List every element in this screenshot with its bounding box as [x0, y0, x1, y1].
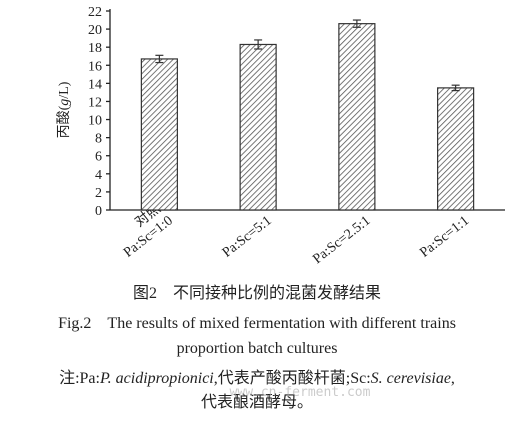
- note-text: S. cerevisiae: [371, 370, 451, 387]
- y-tick-label: 0: [95, 204, 102, 219]
- y-tick-label: 12: [88, 95, 102, 110]
- x-tick-label: Pa:Sc=5:1: [220, 213, 275, 260]
- bar: [437, 87, 475, 211]
- y-axis-label: 丙酸(g/L): [56, 81, 72, 138]
- caption-en: proportion batch cultures: [177, 340, 338, 357]
- bar: [338, 23, 376, 211]
- note-text: P. acidipropionici: [99, 370, 214, 387]
- y-tick-label: 22: [88, 5, 102, 20]
- note-text: 注:Pa:: [59, 369, 100, 387]
- caption-cn: 图2 不同接种比例的混菌发酵结果: [133, 284, 381, 302]
- caption-en: Fig.2 The results of mixed fermentation …: [58, 315, 456, 332]
- y-label-unit: g: [57, 99, 72, 106]
- y-tick-label: 14: [88, 77, 102, 92]
- x-tick-label: Pa:Sc=2.5:1: [310, 213, 373, 267]
- note: 代表酿酒酵母。: [201, 393, 313, 411]
- note: 注:Pa:P. acidipropionici,代表产酸丙酸杆菌;Sc:S. c…: [59, 369, 455, 387]
- y-tick-label: 2: [95, 186, 102, 201]
- y-tick-label: 6: [95, 150, 102, 165]
- y-tick-label: 4: [95, 168, 102, 183]
- x-tick-label: Pa:Sc=1:1: [417, 213, 472, 260]
- watermark: www.cn-ferment.com: [230, 385, 371, 400]
- error-bar: [451, 84, 460, 92]
- y-tick-label: 20: [88, 23, 102, 38]
- note-text: ,: [451, 370, 455, 387]
- error-bar: [352, 19, 361, 28]
- y-tick-label: 16: [88, 59, 102, 74]
- y-label-text: 丙酸: [56, 110, 72, 138]
- bar: [239, 43, 277, 211]
- bar: [140, 58, 178, 211]
- error-bar: [254, 39, 263, 50]
- note-text: ,代表产酸丙酸杆菌;Sc:: [214, 369, 371, 387]
- y-tick-label: 18: [88, 41, 102, 56]
- error-bar: [155, 54, 164, 64]
- y-label-unit: /L): [57, 81, 72, 98]
- y-tick-label: 8: [95, 132, 102, 147]
- y-label-unit: (: [57, 105, 72, 110]
- y-tick-label: 10: [88, 114, 102, 129]
